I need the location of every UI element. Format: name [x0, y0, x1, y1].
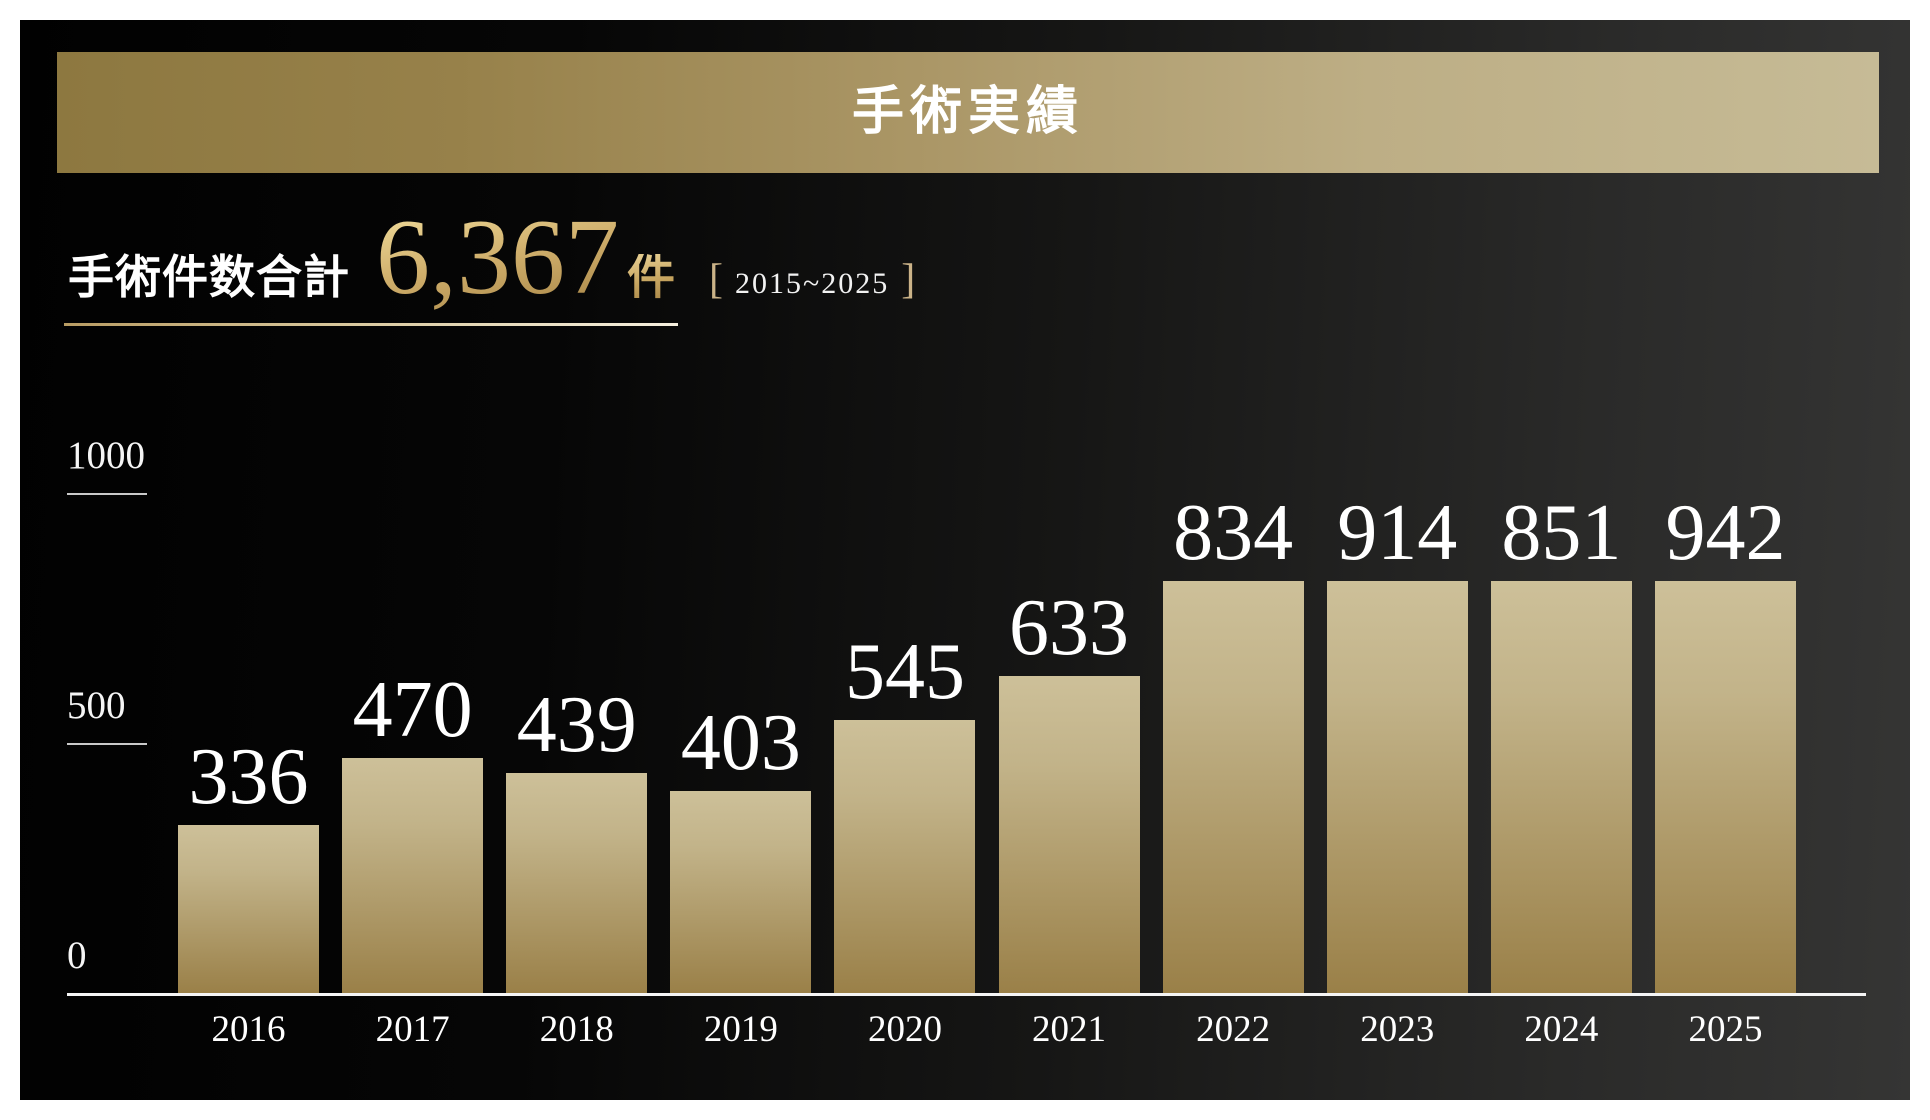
bar — [1326, 581, 1468, 993]
bar-column: 914 2023 — [1326, 489, 1468, 1048]
y-tick-label: 1000 — [67, 434, 145, 477]
bar — [998, 676, 1140, 993]
bar-column: 545 2020 — [834, 493, 976, 1048]
page-title: 手術実績 — [851, 83, 1084, 141]
bar-value-label: 439 — [516, 681, 637, 769]
bar-column: 470 2017 — [342, 493, 484, 1048]
bar — [1490, 581, 1632, 993]
bar-year-label: 2024 — [1524, 1009, 1599, 1050]
bar-column: 942 2025 — [1654, 489, 1796, 1048]
summary-total-value: 6,367 — [376, 198, 619, 317]
summary-period: [ 2015~2025 ] — [709, 259, 915, 301]
bar-year-label: 2020 — [867, 1009, 942, 1050]
left-bracket: [ — [709, 257, 724, 303]
bar-value-label: 834 — [1173, 489, 1294, 577]
y-axis-tick: 500 — [67, 686, 157, 745]
bar-year-label: 2023 — [1360, 1009, 1435, 1050]
bar-year-label: 2022 — [1196, 1009, 1271, 1050]
summary-underline — [64, 323, 678, 326]
y-axis-tick: 1000 — [67, 436, 157, 495]
y-tick-line — [67, 493, 147, 495]
bar-value-label: 336 — [188, 733, 309, 821]
bar — [834, 720, 976, 993]
bar-value-label: 851 — [1501, 489, 1622, 577]
summary-unit: 件 — [627, 251, 676, 304]
bar — [670, 791, 812, 993]
summary-label: 手術件数合計 — [68, 252, 350, 303]
right-bracket: ] — [901, 257, 916, 303]
y-tick-label: 500 — [67, 684, 126, 727]
y-axis-tick: 0 — [67, 936, 157, 975]
bar — [506, 773, 648, 993]
summary-section: 手術件数合計 6,367 件 [ 2015~2025 ] — [68, 204, 915, 312]
bar — [1162, 581, 1304, 993]
bar-column: 633 2021 — [998, 493, 1140, 1048]
bar-value-label: 403 — [680, 699, 801, 787]
main-panel: 手術実績 手術件数合計 6,367 件 [ 2015~2025 ] 0 500 … — [20, 20, 1910, 1100]
bars-area: 336 2016 470 2017 439 2018 403 2019 545 … — [178, 489, 1796, 1048]
header-banner: 手術実績 — [57, 52, 1879, 173]
bar-column: 439 2018 — [506, 493, 648, 1048]
bar — [178, 825, 319, 993]
y-tick-line — [67, 743, 147, 745]
bar-value-label: 545 — [844, 628, 965, 716]
bar-year-label: 2016 — [211, 1009, 286, 1050]
bar-column: 834 2022 — [1162, 489, 1304, 1048]
bar-value-label: 470 — [352, 666, 473, 754]
bar-value-label: 942 — [1665, 489, 1786, 577]
bar-year-label: 2025 — [1688, 1009, 1763, 1050]
bar — [342, 758, 484, 993]
bar-value-label: 633 — [1009, 584, 1130, 672]
bar-year-label: 2019 — [703, 1009, 778, 1050]
bar — [1654, 581, 1796, 993]
bar-column: 851 2024 — [1490, 489, 1632, 1048]
period-text: 2015~2025 — [735, 267, 890, 300]
bar-value-label: 914 — [1337, 489, 1458, 577]
bar-year-label: 2021 — [1032, 1009, 1107, 1050]
bar-column: 403 2019 — [670, 493, 812, 1048]
y-tick-label: 0 — [67, 934, 87, 977]
bar-column: 336 2016 — [178, 493, 319, 1048]
bar-year-label: 2017 — [375, 1009, 450, 1050]
x-axis-baseline — [67, 993, 1866, 996]
bar-year-label: 2018 — [539, 1009, 614, 1050]
